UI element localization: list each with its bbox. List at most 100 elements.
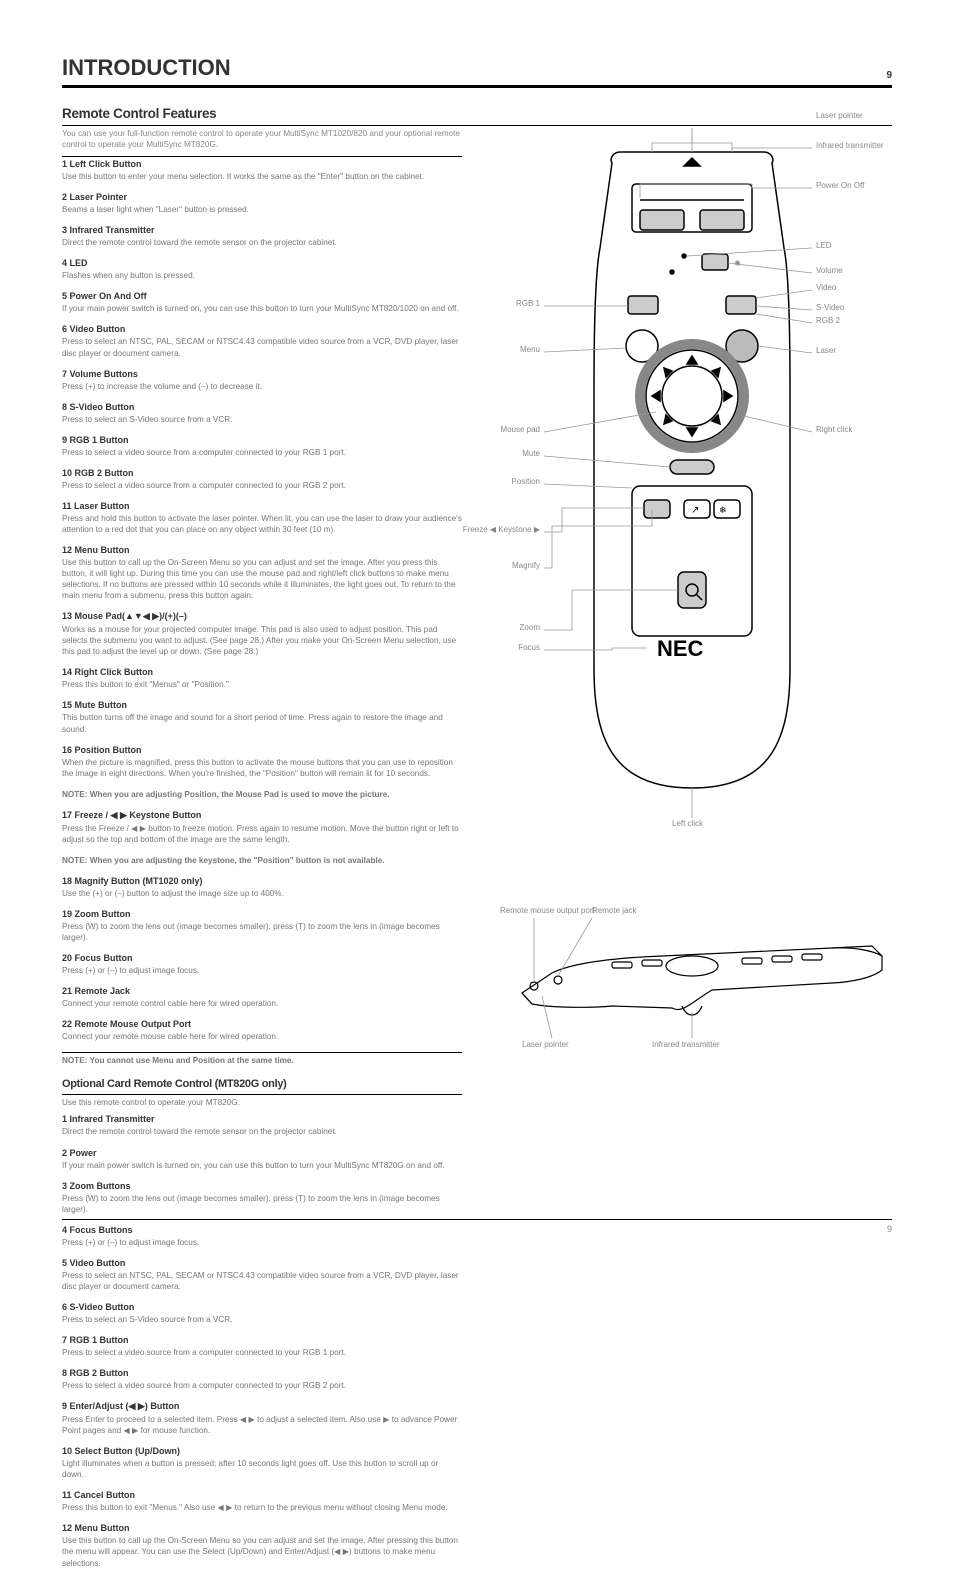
- feature-head: 18 Magnify Button (MT1020 only): [62, 876, 462, 886]
- feature-head: 15 Mute Button: [62, 700, 462, 710]
- feature-head: 20 Focus Button: [62, 953, 462, 963]
- feature-item: 15 Mute Button This button turns off the …: [62, 700, 462, 734]
- feature-body: Press to select a video source from a co…: [62, 447, 462, 458]
- feature-item: 13 Mouse Pad(▲▼◀ ▶)/(+)(–)Works as a mou…: [62, 611, 462, 657]
- feature-body: Press (+) or (–) to adjust image focus.: [62, 965, 462, 976]
- feature-body: Flashes when any button is pressed.: [62, 270, 462, 281]
- remote-side-diagram: Remote mouse output port Remote jack Las…: [492, 878, 892, 1058]
- footer-right: 9: [887, 1224, 892, 1234]
- feature-head: 1 Left Click Button: [62, 159, 462, 169]
- feature-item: 20 Focus Button Press (+) or (–) to adjus…: [62, 953, 462, 976]
- feature-head: 7 Volume Buttons: [62, 369, 462, 379]
- lbl-ir: Infrared transmitter: [816, 142, 884, 151]
- rule-3: [62, 1094, 462, 1095]
- feature-head: 10 Select Button (Up/Down): [62, 1446, 462, 1456]
- feature-item: 3 Zoom ButtonsPress (W) to zoom the lens…: [62, 1181, 462, 1215]
- feature-body: Beams a laser light when "Laser" button …: [62, 204, 462, 215]
- lbl-position: Position: [490, 478, 540, 487]
- rule-1: [62, 156, 462, 157]
- feature-body: Use this button to call up the On-Screen…: [62, 557, 462, 601]
- feature-body: Use this button to enter your menu selec…: [62, 171, 462, 182]
- feature-item: NOTE: When you are adjusting the keyston…: [62, 855, 462, 866]
- section-rule: [62, 125, 892, 126]
- optional-section-title: Optional Card Remote Control (MT820G onl…: [62, 1078, 462, 1090]
- side-lbl-1: Remote mouse output port: [500, 906, 595, 915]
- page-footer: 9: [62, 1219, 892, 1234]
- feature-body: Direct the remote control toward the rem…: [62, 1126, 462, 1137]
- feature-item: 7 Volume Buttons Press (+) to increase th…: [62, 369, 462, 392]
- content-columns: You can use your full-function remote co…: [62, 128, 892, 1579]
- feature-head: 7 RGB 1 Button: [62, 1335, 462, 1345]
- feature-head: 10 RGB 2 Button: [62, 468, 462, 478]
- page-header: INTRODUCTION 9: [62, 55, 892, 88]
- feature-item: 21 Remote JackConnect your remote contro…: [62, 986, 462, 1009]
- feature-head: 12 Menu Button: [62, 1523, 462, 1533]
- side-lbl-2: Remote jack: [592, 906, 636, 915]
- feature-item: 2 PowerIf your main power switch is turn…: [62, 1148, 462, 1171]
- feature-item: 3 Infrared TransmitterDirect the remote …: [62, 225, 462, 248]
- section-title: Remote Control Features: [62, 106, 892, 121]
- optional-features-list: 1 Infrared Transmitter Direct the remote …: [62, 1114, 462, 1568]
- feature-body: Press (+) or (–) to adjust image focus.: [62, 1237, 462, 1248]
- side-lbl-4: Infrared transmitter: [652, 1040, 720, 1049]
- feature-head: 8 RGB 2 Button: [62, 1368, 462, 1378]
- feature-head: 6 Video Button: [62, 324, 462, 334]
- feature-body: Press (W) to zoom the lens out (image be…: [62, 921, 462, 943]
- right-column: ✺: [492, 128, 892, 1579]
- lbl-leftclick: Left click: [672, 820, 703, 829]
- lbl-mousepad: Mouse pad: [490, 426, 540, 435]
- feature-head: 5 Video Button: [62, 1258, 462, 1268]
- feature-item: 18 Magnify Button (MT1020 only) Use the (…: [62, 876, 462, 899]
- feature-item: NOTE: When you are adjusting Position, t…: [62, 789, 462, 800]
- lbl-led: LED: [816, 242, 832, 251]
- feature-head: 6 S-Video Button: [62, 1302, 462, 1312]
- svg-text:❄: ❄: [719, 505, 727, 515]
- feature-head: 14 Right Click Button: [62, 667, 462, 677]
- feature-head: 3 Infrared Transmitter: [62, 225, 462, 235]
- feature-item: 11 Cancel ButtonPress this button to exi…: [62, 1490, 462, 1513]
- feature-head: 16 Position Button: [62, 745, 462, 755]
- feature-item: 6 Video ButtonPress to select an NTSC, P…: [62, 324, 462, 358]
- feature-body: Press and hold this button to activate t…: [62, 513, 462, 535]
- feature-head: 21 Remote Jack: [62, 986, 462, 996]
- feature-head: 5 Power On And Off: [62, 291, 462, 301]
- lbl-focus: Focus: [490, 644, 540, 653]
- svg-text:NEC: NEC: [657, 636, 704, 661]
- feature-head: 12 Menu Button: [62, 545, 462, 555]
- feature-head: 2 Power: [62, 1148, 462, 1158]
- feature-item: 5 Power On And Off If your main power swi…: [62, 291, 462, 314]
- feature-head: 8 S-Video Button: [62, 402, 462, 412]
- feature-item: 6 S-Video Button Press to select an S-Vid…: [62, 1302, 462, 1325]
- feature-body: Works as a mouse for your projected comp…: [62, 624, 462, 657]
- feature-body: If your main power switch is turned on, …: [62, 303, 462, 314]
- lbl-rightclick: Right click: [816, 426, 852, 435]
- remote-diagram: ✺: [492, 128, 892, 858]
- feature-body: Press (+) to increase the volume and (–)…: [62, 381, 462, 392]
- remote-svg: ✺: [492, 128, 892, 828]
- feature-item: 9 RGB 1 Button Press to select a video so…: [62, 435, 462, 458]
- feature-body: When the picture is magnified, press thi…: [62, 757, 462, 779]
- feature-item: 11 Laser ButtonPress and hold this butto…: [62, 501, 462, 535]
- features-list: 1 Left Click Button Use this button to en…: [62, 159, 462, 1042]
- feature-head: 3 Zoom Buttons: [62, 1181, 462, 1191]
- feature-body: This button turns off the image and soun…: [62, 712, 462, 734]
- feature-head: 22 Remote Mouse Output Port: [62, 1019, 462, 1029]
- feature-head: 1 Infrared Transmitter: [62, 1114, 462, 1124]
- feature-item: 1 Left Click Button Use this button to en…: [62, 159, 462, 182]
- feature-body: Use the (+) or (–) button to adjust the …: [62, 888, 462, 899]
- feature-body: Press to select an S-Video source from a…: [62, 1314, 462, 1325]
- optional-lead: Use this remote control to operate your …: [62, 1097, 462, 1108]
- feature-body: Press to select a video source from a co…: [62, 1380, 462, 1391]
- feature-item: 2 Laser PointerBeams a laser light when …: [62, 192, 462, 215]
- feature-item: 17 Freeze / ◀ ▶ Keystone ButtonPress the…: [62, 810, 462, 845]
- feature-item: 22 Remote Mouse Output PortConnect your …: [62, 1019, 462, 1042]
- feature-body: Use this button to call up the On-Screen…: [62, 1535, 462, 1568]
- lbl-svideo: S-Video: [816, 304, 844, 313]
- lbl-video: Video: [816, 284, 836, 293]
- feature-head: 9 RGB 1 Button: [62, 435, 462, 445]
- rule-2: [62, 1052, 462, 1053]
- header-page-number: 9: [886, 70, 892, 81]
- lbl-volume: Volume: [816, 267, 843, 276]
- feature-item: 8 S-Video ButtonPress to select an S-Vid…: [62, 402, 462, 425]
- feature-item: 9 Enter/Adjust (◀ ▶) ButtonPress Enter t…: [62, 1401, 462, 1436]
